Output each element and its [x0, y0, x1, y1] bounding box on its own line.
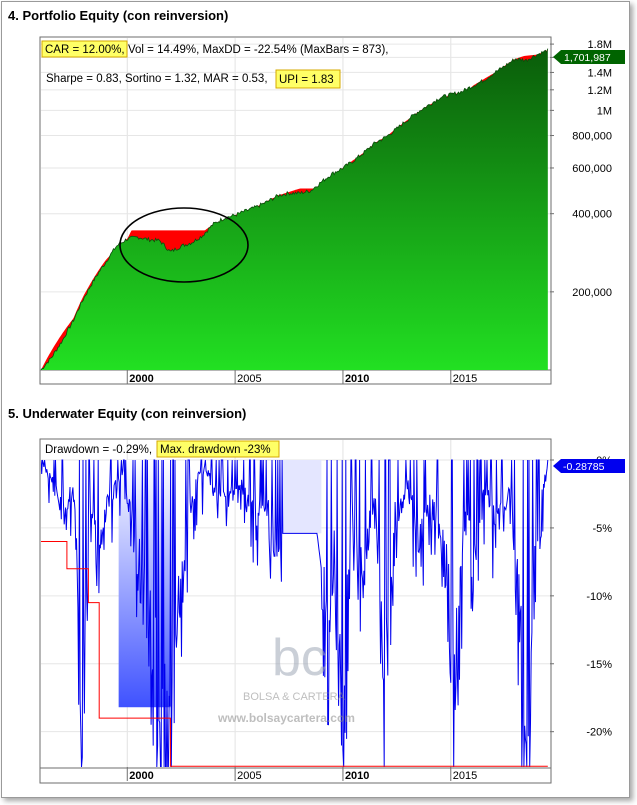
equity-last-value: 1,701,987: [564, 52, 611, 64]
equity-stats-line1: Vol = 14.49%, MaxDD = -22.54% (MaxBars =…: [128, 44, 388, 56]
underwater-line: [41, 459, 549, 767]
underwater-chart-title: 5. Underwater Equity (con reinversion): [8, 406, 247, 421]
equity-y-tick-label: 600,000: [572, 163, 612, 175]
watermark: bc BOLSA & CARTERA www.bolsaycartera.com: [217, 629, 355, 725]
equity-y-tick-label: 1.4M: [588, 67, 612, 79]
equity-y-tick-label: 1M: [597, 105, 612, 117]
underwater-x-tick-label: 2015: [453, 770, 477, 782]
drawdown-highlight-ellipse: [119, 207, 249, 283]
equity-chart: 1.8M1.6M1.4M1.2M1M800,000600,000400,0002…: [39, 36, 625, 385]
equity-y-tick-label: 1.8M: [588, 39, 612, 51]
underwater-y-tick-label: -20%: [586, 727, 612, 739]
underwater-flat-fill: [282, 460, 322, 534]
equity-area: [41, 48, 548, 370]
underwater-stats: Drawdown = -0.29%,: [45, 444, 152, 456]
car-text: CAR = 12.00%,: [45, 44, 125, 56]
equity-x-tick-label: 2010: [345, 373, 369, 385]
watermark-logo: bc: [272, 629, 327, 687]
underwater-x-tick-label: 2000: [129, 770, 153, 782]
equity-x-tick-label: 2000: [129, 373, 153, 385]
equity-line: [41, 48, 549, 370]
maxdd-text: Max. drawdown -23%: [160, 444, 271, 456]
equity-y-tick-label: 200,000: [572, 287, 612, 299]
underwater-x-tick-label: 2010: [345, 770, 369, 782]
upi-highlight: [275, 69, 341, 89]
underwater-last-value: -0.28785: [563, 461, 605, 473]
watermark-name: BOLSA & CARTERA: [243, 691, 346, 703]
watermark-url: www.bolsaycartera.com: [217, 711, 355, 725]
equity-x-tick-label: 2005: [237, 373, 261, 385]
equity-y-tick-label: 400,000: [572, 209, 612, 221]
car-highlight: [41, 40, 128, 58]
underwater-y-tick-label: -15%: [586, 659, 612, 671]
underwater-y-tick-label: -10%: [586, 591, 612, 603]
equity-stats-line2: Sharpe = 0.83, Sortino = 1.32, MAR = 0.5…: [46, 73, 268, 85]
equity-chart-title: 4. Portfolio Equity (con reinversion): [8, 8, 229, 23]
equity-x-tick-label: 2015: [453, 373, 477, 385]
equity-last-value-tag: [553, 50, 625, 64]
max-drawdown-line: [41, 541, 548, 767]
upi-text: UPI = 1.83: [279, 74, 334, 86]
equity-y-tick-label: 1.2M: [588, 85, 612, 97]
maxdd-highlight: [156, 440, 280, 458]
underwater-last-value-tag: [553, 459, 625, 473]
underwater-y-tick-label: -5%: [592, 523, 612, 535]
underwater-x-tick-label: 2005: [237, 770, 261, 782]
equity-y-tick-label: 800,000: [572, 131, 612, 143]
